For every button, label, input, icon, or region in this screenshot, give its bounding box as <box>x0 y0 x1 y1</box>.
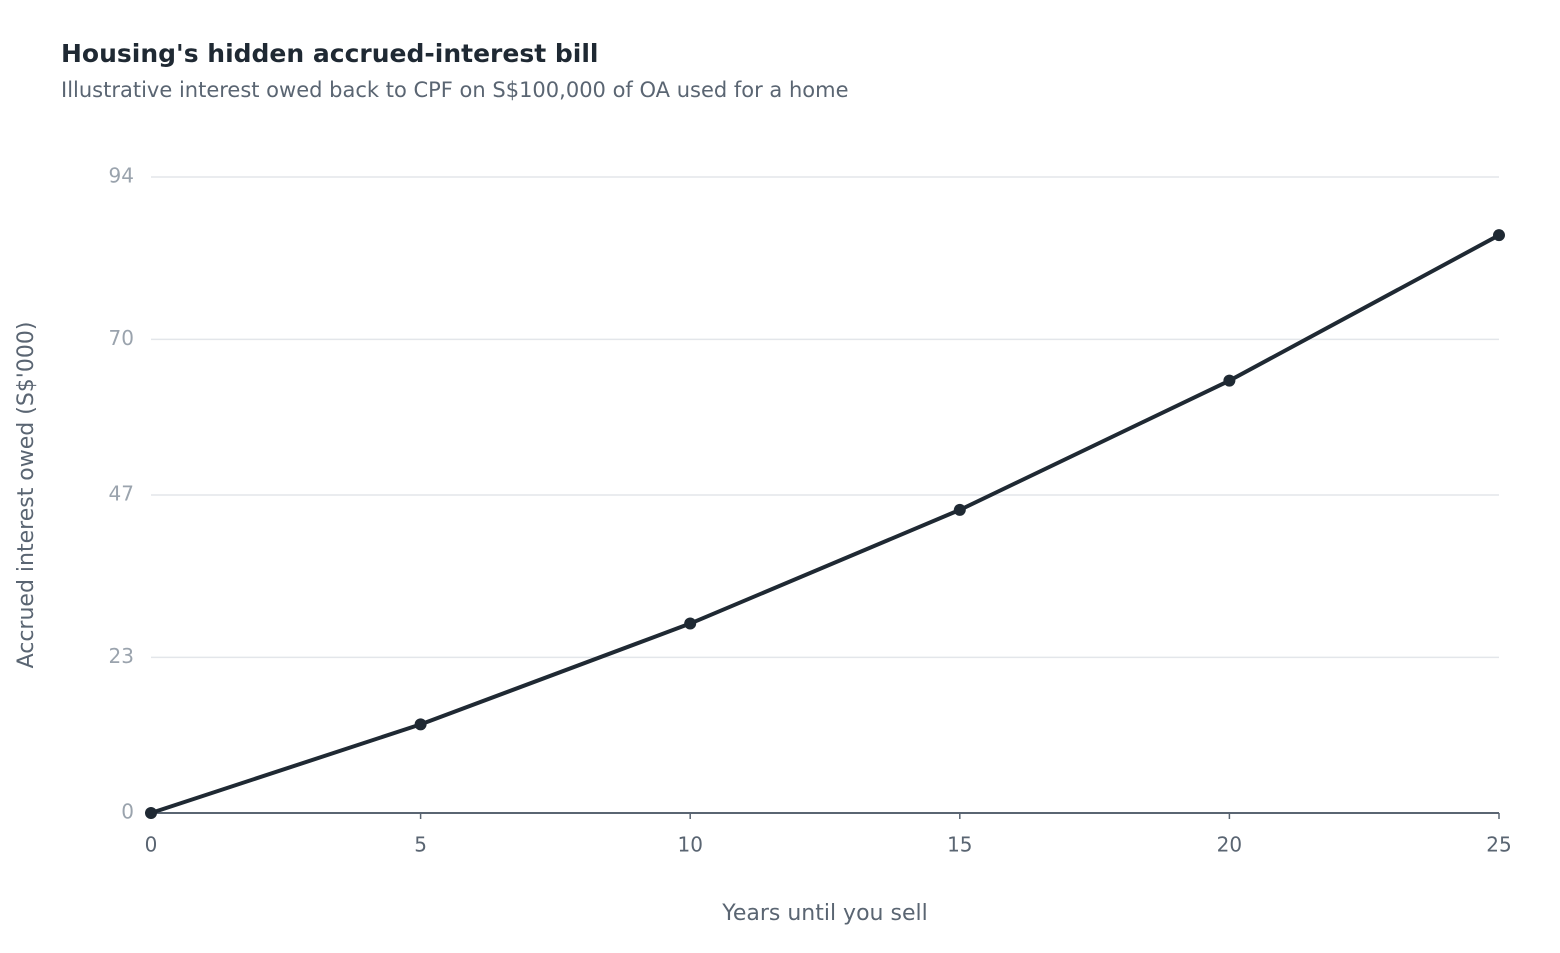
y-tick-label: 94 <box>109 164 134 188</box>
chart-title: Housing's hidden accrued-interest bill <box>61 39 598 68</box>
y-tick-label: 0 <box>121 800 134 824</box>
point <box>414 718 427 731</box>
y-tick-label: 23 <box>109 644 134 668</box>
x-axis-title: Years until you sell <box>721 901 927 926</box>
point <box>1493 229 1505 242</box>
point <box>953 503 966 516</box>
x-tick-label: 10 <box>677 833 702 857</box>
x-tick-label: 25 <box>1486 833 1511 857</box>
point <box>684 617 697 630</box>
point <box>145 807 157 819</box>
x-tick-label: 20 <box>1217 833 1242 857</box>
point <box>1223 374 1236 387</box>
x-tick-label: 0 <box>145 833 158 857</box>
y-axis-title: Accrued interest owed (S$'000) <box>14 322 39 669</box>
line <box>150 233 1500 815</box>
y-tick-label: 70 <box>109 326 134 350</box>
chart-subtitle: Illustrative interest owed back to CPF o… <box>61 78 849 102</box>
x-tick-label: 15 <box>947 833 972 857</box>
x-tick-label: 5 <box>414 833 427 857</box>
y-tick-label: 47 <box>109 482 134 506</box>
